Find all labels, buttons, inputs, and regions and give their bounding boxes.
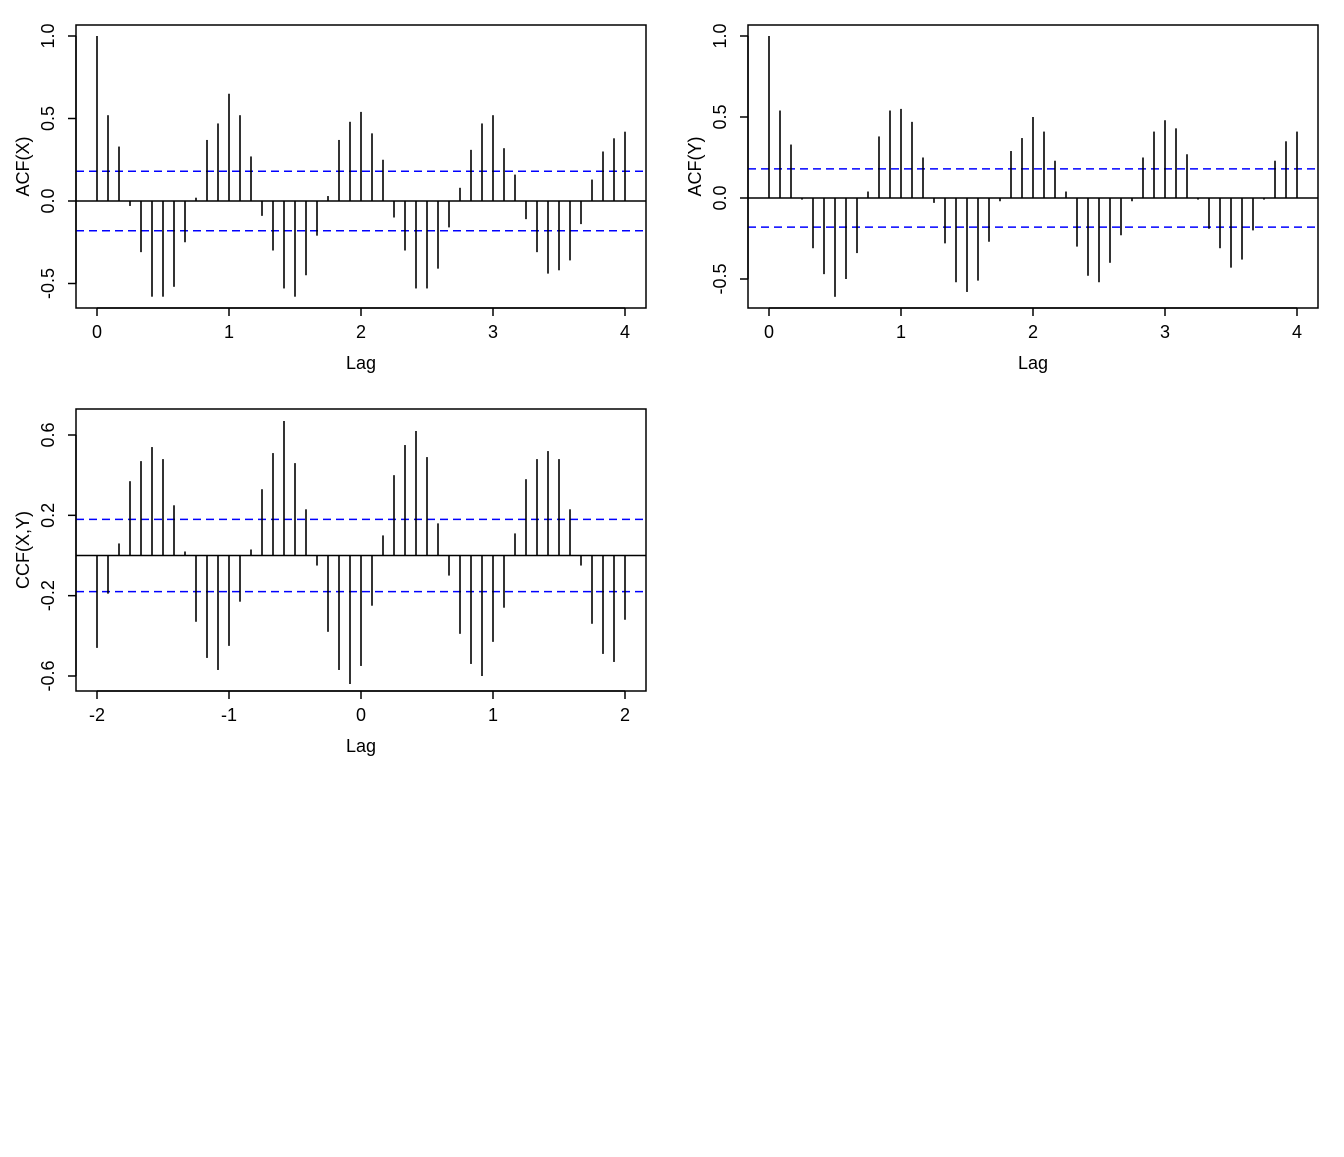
y-tick-label: 0.5: [38, 106, 58, 131]
x-tick-label: 0: [764, 322, 774, 342]
x-tick-label: 1: [224, 322, 234, 342]
y-tick-label: 1.0: [710, 23, 730, 48]
x-tick-label: 0: [356, 705, 366, 725]
x-tick-label: 2: [620, 705, 630, 725]
x-tick-label: 2: [356, 322, 366, 342]
x-tick-label: 0: [92, 322, 102, 342]
x-axis-label: Lag: [346, 736, 376, 756]
y-tick-label: 1.0: [38, 23, 58, 48]
x-tick-label: 4: [620, 322, 630, 342]
x-tick-label: 1: [896, 322, 906, 342]
chart-panel-2: 0 1 2 3 4 -0.5 0.0 0.5 1.0 Lag ACF(Y): [685, 23, 1319, 373]
y-axis-label: CCF(X,Y): [13, 511, 33, 589]
y-tick-label: 0.2: [38, 503, 58, 528]
y-tick-label: 0.5: [710, 104, 730, 129]
x-tick-label: 3: [1160, 322, 1170, 342]
x-tick-label: 1: [488, 705, 498, 725]
x-tick-label: 2: [1028, 322, 1038, 342]
y-axis-label: ACF(X): [13, 137, 33, 197]
x-tick-label: -1: [221, 705, 237, 725]
x-axis-label: Lag: [1018, 353, 1048, 373]
y-axis-label: ACF(Y): [685, 137, 705, 197]
y-tick-label: 0.6: [38, 422, 58, 447]
chart-panel-3: -2 -1 0 1 2 -0.6 -0.2 0.2 0.6 Lag CCF(X,Y): [13, 408, 647, 756]
x-tick-label: 3: [488, 322, 498, 342]
y-tick-label: -0.6: [38, 660, 58, 691]
chart-panel-1: 0 1 2 3 4 -0.5 0.0 0.5 1.0 Lag ACF(X): [13, 23, 647, 373]
y-tick-label: -0.2: [38, 580, 58, 611]
y-tick-label: 0.0: [38, 188, 58, 213]
x-tick-label: 4: [1292, 322, 1302, 342]
y-tick-label: -0.5: [710, 263, 730, 294]
y-tick-label: -0.5: [38, 268, 58, 299]
x-tick-label: -2: [89, 705, 105, 725]
y-tick-label: 0.0: [710, 185, 730, 210]
x-axis-label: Lag: [346, 353, 376, 373]
